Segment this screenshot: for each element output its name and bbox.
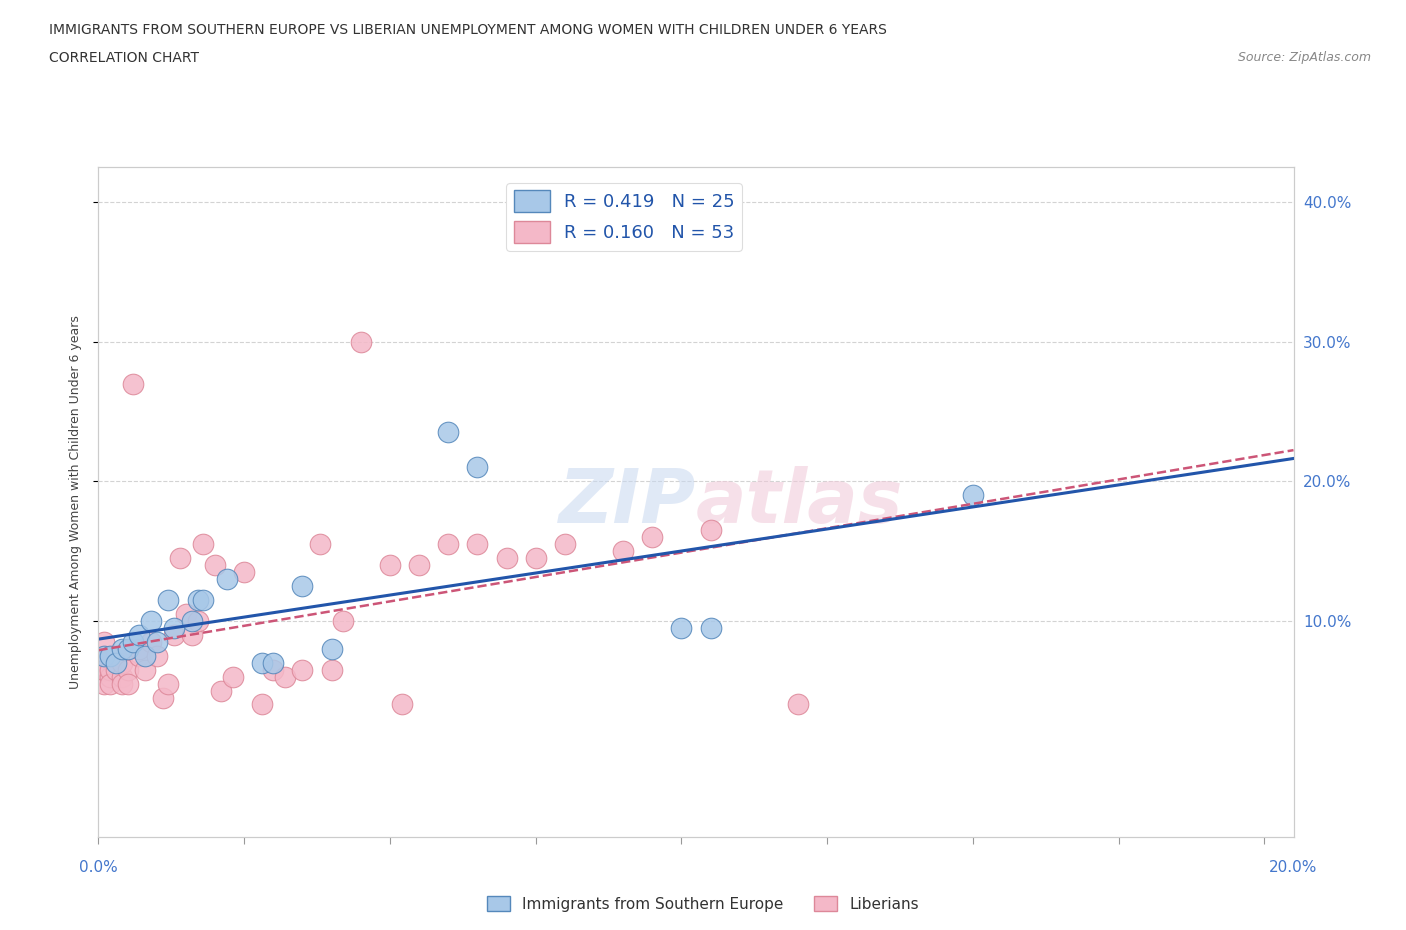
Point bbox=[111, 676, 134, 691]
Point bbox=[495, 551, 517, 565]
Point bbox=[467, 460, 489, 475]
Point bbox=[93, 676, 115, 691]
Point bbox=[104, 648, 127, 663]
Point bbox=[93, 648, 115, 663]
Point bbox=[209, 683, 232, 698]
Point bbox=[221, 670, 243, 684]
Text: Source: ZipAtlas.com: Source: ZipAtlas.com bbox=[1237, 51, 1371, 64]
Point bbox=[262, 656, 284, 671]
Point bbox=[117, 642, 139, 657]
Point bbox=[291, 662, 314, 677]
Point bbox=[233, 565, 256, 579]
Point bbox=[391, 698, 413, 712]
Point bbox=[152, 690, 174, 705]
Text: IMMIGRANTS FROM SOUTHERN EUROPE VS LIBERIAN UNEMPLOYMENT AMONG WOMEN WITH CHILDR: IMMIGRANTS FROM SOUTHERN EUROPE VS LIBER… bbox=[49, 23, 887, 37]
Point bbox=[408, 558, 430, 573]
Point bbox=[699, 620, 721, 635]
Text: ZIP: ZIP bbox=[558, 466, 696, 538]
Point bbox=[157, 592, 180, 607]
Text: 20.0%: 20.0% bbox=[1270, 860, 1317, 875]
Point bbox=[145, 648, 167, 663]
Point bbox=[139, 634, 162, 649]
Point bbox=[163, 628, 186, 643]
Point bbox=[117, 676, 139, 691]
Point bbox=[111, 642, 134, 657]
Point bbox=[98, 648, 121, 663]
Point bbox=[332, 614, 354, 629]
Point bbox=[291, 578, 314, 593]
Point bbox=[98, 662, 121, 677]
Point bbox=[321, 662, 343, 677]
Point bbox=[104, 662, 127, 677]
Text: 0.0%: 0.0% bbox=[79, 860, 118, 875]
Point bbox=[180, 614, 202, 629]
Point bbox=[122, 377, 145, 392]
Point bbox=[174, 606, 197, 621]
Point bbox=[193, 537, 215, 551]
Y-axis label: Unemployment Among Women with Children Under 6 years: Unemployment Among Women with Children U… bbox=[69, 315, 82, 689]
Point bbox=[139, 614, 162, 629]
Point bbox=[274, 670, 297, 684]
Point bbox=[262, 662, 284, 677]
Point bbox=[437, 537, 460, 551]
Point bbox=[128, 642, 150, 657]
Legend: R = 0.419   N = 25, R = 0.160   N = 53: R = 0.419 N = 25, R = 0.160 N = 53 bbox=[506, 183, 742, 251]
Point bbox=[321, 642, 343, 657]
Point bbox=[169, 551, 191, 565]
Point bbox=[163, 620, 186, 635]
Point bbox=[671, 620, 693, 635]
Point bbox=[787, 698, 810, 712]
Point bbox=[111, 670, 134, 684]
Point bbox=[350, 335, 373, 350]
Point bbox=[98, 670, 121, 684]
Point bbox=[98, 676, 121, 691]
Point bbox=[699, 523, 721, 538]
Point bbox=[128, 648, 150, 663]
Point bbox=[145, 634, 167, 649]
Point bbox=[378, 558, 401, 573]
Point bbox=[467, 537, 489, 551]
Point bbox=[111, 656, 134, 671]
Point bbox=[524, 551, 547, 565]
Point bbox=[309, 537, 332, 551]
Text: atlas: atlas bbox=[696, 466, 904, 538]
Point bbox=[612, 543, 634, 558]
Point bbox=[117, 662, 139, 677]
Point bbox=[186, 614, 208, 629]
Point bbox=[93, 648, 115, 663]
Point bbox=[193, 592, 215, 607]
Point bbox=[250, 656, 273, 671]
Point bbox=[186, 592, 208, 607]
Point bbox=[554, 537, 576, 551]
Point bbox=[122, 634, 145, 649]
Point bbox=[157, 676, 180, 691]
Point bbox=[962, 488, 984, 503]
Point bbox=[180, 628, 202, 643]
Point bbox=[134, 662, 156, 677]
Legend: Immigrants from Southern Europe, Liberians: Immigrants from Southern Europe, Liberia… bbox=[481, 889, 925, 918]
Point bbox=[204, 558, 226, 573]
Point bbox=[93, 662, 115, 677]
Point bbox=[250, 698, 273, 712]
Point bbox=[93, 634, 115, 649]
Point bbox=[93, 662, 115, 677]
Text: CORRELATION CHART: CORRELATION CHART bbox=[49, 51, 200, 65]
Point bbox=[437, 425, 460, 440]
Point bbox=[215, 571, 238, 587]
Point bbox=[128, 628, 150, 643]
Point bbox=[134, 648, 156, 663]
Point bbox=[641, 530, 664, 545]
Point bbox=[104, 656, 127, 671]
